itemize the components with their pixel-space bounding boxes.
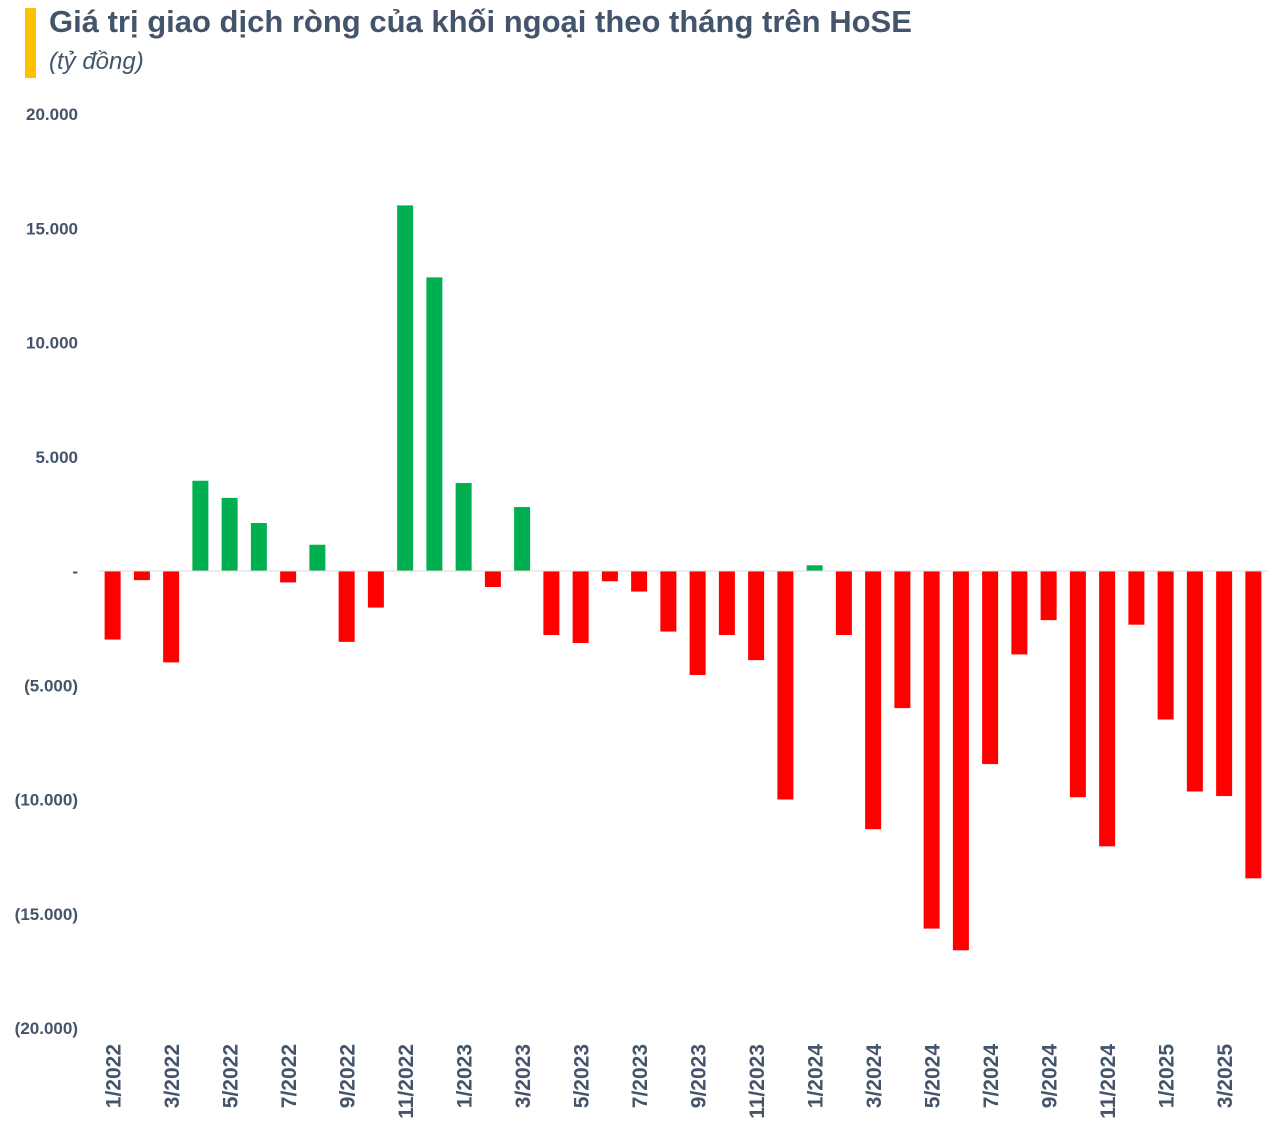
x-tick-label: 7/2022 — [278, 1044, 301, 1108]
x-tick-label: 9/2023 — [688, 1044, 711, 1108]
y-tick-label: 15.000 — [26, 219, 78, 238]
x-tick-label: 1/2025 — [1156, 1044, 1179, 1109]
bar-6-2024 — [952, 571, 969, 951]
bar-7-2024 — [982, 571, 999, 765]
x-tick-label: 7/2023 — [629, 1044, 652, 1108]
bar-1-2023 — [455, 483, 472, 571]
y-tick-label: (15.000) — [15, 905, 78, 924]
x-tick-label: 3/2023 — [512, 1044, 535, 1108]
x-tick-label: 1/2024 — [805, 1044, 828, 1109]
bar-7-2023 — [631, 571, 648, 592]
x-tick-label: 5/2024 — [922, 1044, 945, 1109]
chart-bars — [104, 205, 1262, 951]
bar-11-2024 — [1099, 571, 1116, 847]
x-tick-label: 11/2023 — [746, 1044, 769, 1119]
x-tick-label: 3/2024 — [863, 1044, 886, 1109]
x-tick-label: 1/2022 — [103, 1044, 126, 1108]
bar-2-2025 — [1186, 571, 1203, 792]
bar-10-2024 — [1069, 571, 1086, 798]
y-tick-label: - — [72, 562, 78, 581]
bar-2-2024 — [835, 571, 852, 635]
x-tick-label: 3/2025 — [1214, 1044, 1237, 1109]
y-tick-label: (20.000) — [15, 1019, 78, 1038]
bar-9-2022 — [338, 571, 355, 642]
x-tick-label: 3/2022 — [161, 1044, 184, 1108]
bar-2-2022 — [133, 571, 150, 581]
bar-9-2024 — [1040, 571, 1057, 621]
title-accent-bar — [25, 8, 36, 78]
bar-4-2024 — [894, 571, 911, 709]
bar-8-2022 — [309, 544, 326, 571]
y-tick-label: (5.000) — [24, 676, 78, 695]
x-axis-ticks: 1/2022 3/2022 5/2022 7/2022 9/2022 11/2022 1/2… — [103, 1044, 1238, 1119]
y-tick-label: (10.000) — [15, 791, 78, 810]
chart-subtitle: (tỷ đồng) — [49, 48, 144, 75]
x-tick-label: 9/2024 — [1039, 1044, 1062, 1109]
y-axis-ticks: 20.000 15.000 10.000 5.000 - (5.000) (10.000) (… — [15, 105, 78, 1038]
x-tick-label: 1/2023 — [454, 1044, 477, 1108]
bar-5-2023 — [572, 571, 589, 643]
bar-3-2022 — [163, 571, 180, 663]
bar-11-2022 — [397, 205, 414, 571]
y-tick-label: 20.000 — [26, 105, 78, 124]
bar-7-2022 — [280, 571, 297, 583]
bar-10-2022 — [367, 571, 384, 608]
bar-3-2023 — [514, 507, 531, 571]
bar-1-2025 — [1157, 571, 1174, 720]
bar-12-2022 — [426, 277, 443, 571]
bar-4-2023 — [543, 571, 560, 635]
bar-6-2023 — [601, 571, 618, 582]
bar-9-2023 — [689, 571, 706, 675]
x-tick-label: 9/2022 — [337, 1044, 360, 1108]
bar-6-2022 — [250, 523, 267, 571]
bar-11-2023 — [748, 571, 765, 661]
y-tick-label: 10.000 — [26, 334, 78, 353]
x-tick-label: 11/2022 — [395, 1044, 418, 1119]
bar-12-2023 — [777, 571, 794, 800]
x-tick-label: 11/2024 — [1097, 1044, 1120, 1119]
bar-1-2024 — [806, 565, 823, 571]
chart-title: Giá trị giao dịch ròng của khối ngoại th… — [49, 4, 912, 39]
x-tick-label: 7/2024 — [980, 1044, 1003, 1109]
bar-8-2023 — [660, 571, 677, 632]
bar-3-2024 — [865, 571, 882, 830]
bar-1-2022 — [104, 571, 121, 640]
bar-10-2023 — [718, 571, 735, 635]
y-tick-label: 5.000 — [35, 448, 78, 467]
bar-12-2024 — [1128, 571, 1145, 625]
bar-4-2022 — [192, 480, 209, 571]
bar-2-2023 — [484, 571, 501, 587]
bar-5-2022 — [221, 497, 238, 571]
x-tick-label: 5/2022 — [220, 1044, 243, 1108]
bar-5-2024 — [923, 571, 940, 929]
x-tick-label: 5/2023 — [571, 1044, 594, 1108]
bar-3-2025 — [1216, 571, 1233, 797]
bar-8-2024 — [1011, 571, 1028, 655]
bar-4-2025 — [1245, 571, 1262, 879]
